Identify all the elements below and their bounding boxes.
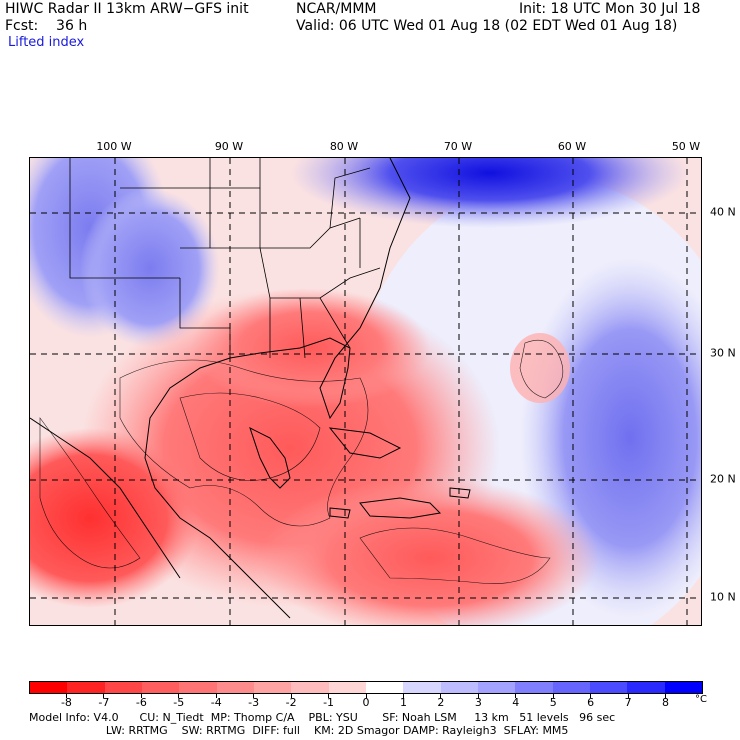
init-time: Init: 18 UTC Mon 30 Jul 18: [519, 1, 701, 17]
colorbar-tick: [440, 694, 442, 698]
colorbar-tick: [178, 694, 180, 698]
atlantic-red-patch: [510, 333, 570, 403]
colorbar-tick: [328, 694, 330, 698]
colorbar-swatch: [328, 682, 366, 693]
colorbar-tick-label: 5: [549, 696, 557, 709]
colorbar-swatch: [515, 682, 553, 693]
lat-lon-grid: [30, 158, 701, 625]
lon-label-80w: 80 W: [329, 140, 359, 153]
colorbar-swatch: [589, 682, 628, 693]
colorbar-swatch: [104, 682, 142, 693]
colorbar-tick-label: -2: [285, 696, 297, 709]
forecast-hour: Fcst: 36 h: [5, 18, 88, 34]
colorbar-tick: [140, 694, 142, 698]
colorbar-tick-label: -7: [98, 696, 110, 709]
lon-label-70w: 70 W: [443, 140, 473, 153]
colorbar-swatch: [664, 682, 702, 693]
southeast-red-region: [190, 288, 430, 408]
colorbar-swatch: [30, 682, 68, 693]
colorbar-swatch: [627, 682, 665, 693]
colorbar-tick: [590, 694, 592, 698]
colorbar-swatch: [216, 682, 254, 693]
lon-label-60w: 60 W: [557, 140, 587, 153]
colorbar-swatch: [291, 682, 329, 693]
colorbar-swatch: [365, 682, 404, 693]
colorbar-swatch: [552, 682, 590, 693]
lat-label-40n: 40 N: [710, 205, 736, 219]
colorbar-tick-label: -5: [173, 696, 185, 709]
colorbar-tick: [103, 694, 105, 698]
colorbar-tick: [402, 694, 404, 698]
colorbar-tick: [627, 694, 629, 698]
lon-label-90w: 90 W: [214, 140, 244, 153]
colorbar-tick-label: 6: [587, 696, 595, 709]
li-contours: [39, 339, 564, 584]
state-borders: [69, 158, 381, 359]
colorbar-tick: [65, 694, 67, 698]
colorbar-tick-label: -8: [60, 696, 72, 709]
model-info-line2: LW: RRTMG SW: RRTMG DIFF: full KM: 2D Sm…: [29, 724, 569, 737]
lifted-index-map: [29, 157, 702, 626]
colorbar-tick-label: 4: [512, 696, 520, 709]
pacific-red-region: [30, 428, 200, 608]
model-info-line1: Model Info: V4.0 CU: N_Tiedt MP: Thomp C…: [29, 711, 616, 724]
colorbar-tick-label: -4: [210, 696, 222, 709]
colorbar-tick-label: 2: [437, 696, 445, 709]
colorbar-tick: [515, 694, 517, 698]
colorbar-tick-label: 1: [399, 696, 407, 709]
colorbar-swatch: [141, 682, 180, 693]
colorbar-tick: [290, 694, 292, 698]
colorbar-tick-label: 3: [474, 696, 482, 709]
colorbar-swatch: [179, 682, 217, 693]
colorbar-swatch: [403, 682, 441, 693]
colorbar-swatch: [477, 682, 516, 693]
colorbar-swatch: [440, 682, 478, 693]
colorbar-tick: [477, 694, 479, 698]
colorbar-tick: [665, 694, 667, 698]
colorbar-tick-label: -6: [135, 696, 147, 709]
colorbar-tick-label: 7: [624, 696, 632, 709]
colorbar: [29, 681, 703, 694]
lon-label-100w: 100 W: [96, 140, 132, 153]
coastlines: [30, 158, 471, 619]
lat-label-20n: 20 N: [710, 472, 736, 486]
lat-label-10n: 10 N: [710, 590, 736, 604]
valid-time: Valid: 06 UTC Wed 01 Aug 18 (02 EDT Wed …: [296, 18, 678, 34]
colorbar-tick: [253, 694, 255, 698]
field-name: Lifted index: [8, 35, 85, 50]
colorbar-tick: [215, 694, 217, 698]
source-label: NCAR/MMM: [296, 1, 377, 17]
model-title: HIWC Radar II 13km ARW−GFS init: [5, 1, 249, 17]
lon-label-50w: 50 W: [671, 140, 701, 153]
colorbar-tick-label: 8: [662, 696, 670, 709]
lat-label-30n: 30 N: [710, 346, 736, 360]
colorbar-tick-label: -3: [248, 696, 260, 709]
colorbar-tick-label: -1: [323, 696, 335, 709]
colorbar-swatch: [253, 682, 292, 693]
colorbar-tick: [365, 694, 367, 698]
colorbar-tick-label: 0: [362, 696, 370, 709]
colorbar-swatch: [67, 682, 105, 693]
colorbar-tick: [552, 694, 554, 698]
northeast-blue-core: [290, 158, 690, 228]
colorbar-unit: °C: [695, 694, 707, 705]
